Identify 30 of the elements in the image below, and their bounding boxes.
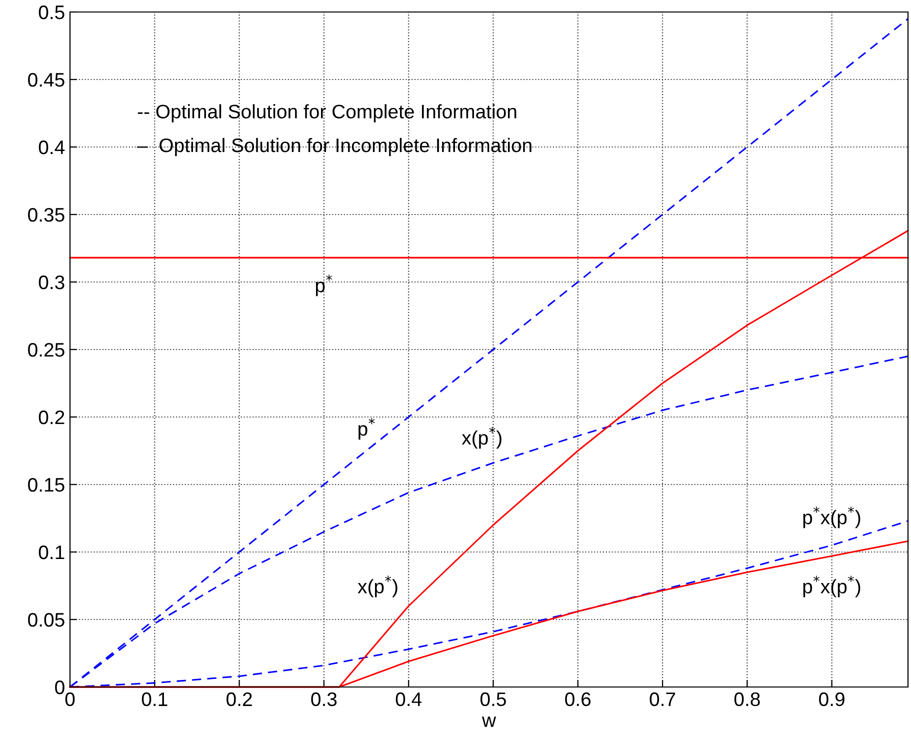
x-tick-label: 0.7 [650, 692, 676, 706]
y-tick-label: 0.3 [38, 275, 64, 290]
annotation: p$^{*}$ [358, 418, 375, 440]
annotation: p$^{*}$x(p$^{*}$) [803, 506, 860, 528]
x-tick-label: 0.4 [396, 692, 422, 706]
y-tick-label: 0.5 [38, 5, 64, 20]
y-tick-label: 0.4 [38, 140, 65, 154]
x-tick-label: 0.9 [819, 692, 844, 706]
annotation: x(p$^{*}$) [358, 576, 398, 598]
y-tick-label: 0.25 [28, 342, 64, 357]
annotation: x(p$^{*}$) [462, 427, 502, 449]
x-tick-label: 0.5 [480, 692, 506, 706]
annotation: – Optimal Solution for Incomplete Information [137, 138, 532, 156]
x-axis-title: w [482, 716, 496, 727]
y-tick-label: 0.45 [28, 72, 64, 87]
annotation: -- Optimal Solution for Complete Information [138, 104, 516, 122]
annotation: p$^{*}$ [316, 274, 332, 296]
y-tick-label: 0.15 [28, 478, 64, 492]
x-tick-label: 0.1 [142, 692, 168, 706]
y-tick-label: 0.1 [38, 545, 64, 560]
y-tick-label: 0.35 [28, 208, 64, 222]
x-tick-label: 0.3 [311, 692, 337, 706]
x-tick-label: 0 [65, 692, 75, 706]
x-tick-label: 0.2 [226, 692, 252, 706]
y-tick-label: 0.2 [38, 410, 64, 424]
x-tick-label: 0.6 [565, 692, 591, 706]
x-tick-label: 0.8 [734, 692, 760, 706]
y-tick-label: 0.05 [28, 612, 64, 627]
y-tick-label: 0 [55, 680, 64, 694]
annotation: p$^{*}$x(p$^{*}$) [803, 576, 860, 598]
